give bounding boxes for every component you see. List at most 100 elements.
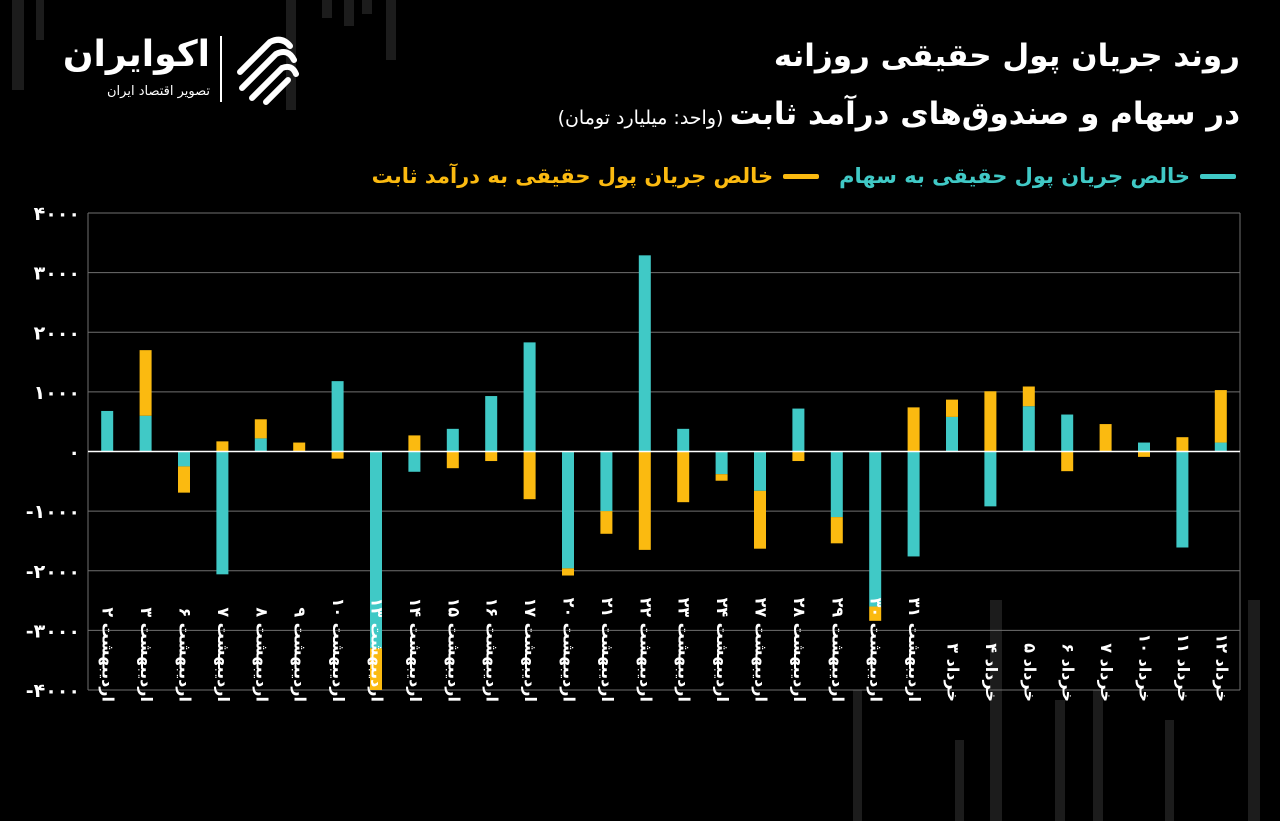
bar-stocks — [1022, 406, 1035, 452]
logo-tagline: تصویر اقتصاد ایران — [107, 84, 210, 99]
bar-fixed-income — [254, 419, 267, 439]
bar-stocks — [1138, 442, 1150, 452]
bar-fixed-income — [523, 451, 536, 500]
y-tick-label: ۲۰۰۰ — [34, 322, 80, 344]
legend: خالص جریان پول حقیقی به سهام خالص جریان … — [372, 164, 1236, 188]
bar-fixed-income — [677, 451, 690, 503]
bar-stocks — [754, 451, 766, 491]
x-tick-label: اردیبهشت ۹ — [291, 607, 310, 702]
x-tick-label: خرداد ۱۱ — [1174, 634, 1193, 703]
bar-fixed-income — [216, 441, 229, 452]
x-tick-label: اردیبهشت ۸ — [252, 607, 271, 702]
y-tick-label: ۴۰۰۰ — [34, 203, 80, 225]
x-tick-label: اردیبهشت ۳۰ — [867, 598, 886, 702]
bar-fixed-income — [562, 568, 574, 576]
bar-fixed-income — [946, 399, 958, 417]
y-tick-label: ۰ — [68, 442, 80, 464]
x-tick-label: اردیبهشت ۱۶ — [483, 598, 502, 702]
bar-fixed-income — [408, 435, 421, 452]
y-tick-label: -۴۰۰۰ — [26, 680, 80, 702]
x-tick-label: خرداد ۵ — [1020, 643, 1039, 702]
chart-subtitle-main: در سهام و صندوق‌های درآمد ثابت — [729, 96, 1240, 132]
y-axis-ticks: ۴۰۰۰ ۳۰۰۰ ۲۰۰۰ ۱۰۰۰ ۰ -۱۰۰۰ -۲۰۰۰ -۳۰۰۰ -۴۰۰۰ — [26, 203, 80, 702]
bar-fixed-income — [1061, 451, 1074, 472]
bar-fixed-income — [792, 451, 805, 462]
bar-fixed-income — [907, 407, 920, 452]
bar-stocks — [830, 451, 843, 518]
bar-stocks — [1214, 442, 1227, 452]
bar-fixed-income — [754, 490, 766, 549]
y-tick-label: -۳۰۰۰ — [26, 620, 80, 642]
bar-stocks — [408, 451, 421, 472]
x-tick-label: اردیبهشت ۱۳ — [368, 598, 387, 702]
bar-stocks — [523, 342, 536, 452]
x-tick-label: اردیبهشت ۷ — [214, 607, 233, 702]
bar-fixed-income — [869, 606, 882, 621]
bar-fixed-income — [1022, 386, 1035, 407]
x-tick-label: اردیبهشت ۲۳ — [675, 598, 694, 702]
bar-stocks — [562, 451, 574, 569]
bar-stocks — [677, 428, 690, 452]
legend-swatch-stocks — [1200, 173, 1236, 179]
bar-fixed-income — [1138, 451, 1150, 457]
legend-swatch-fixed-income — [783, 173, 820, 179]
bar-stocks — [1176, 451, 1189, 548]
legend-label-fixed-income: خالص جریان پول حقیقی به درآمد ثابت — [371, 164, 774, 188]
bar-stocks — [370, 451, 382, 649]
unit-label: (واحد: میلیارد تومان) — [557, 107, 724, 129]
logo-mark-icon — [237, 36, 299, 105]
bar-stocks — [139, 415, 152, 452]
x-tick-label: خرداد ۱۲ — [1212, 634, 1231, 703]
bar-fixed-income — [293, 442, 306, 452]
y-tick-label: -۲۰۰۰ — [26, 561, 80, 583]
chart-title: روند جریان پول حقیقی روزانه — [773, 38, 1240, 74]
bar-stocks — [792, 408, 805, 452]
x-tick-label: اردیبهشت ۲۱ — [598, 598, 617, 702]
bar-fixed-income — [1099, 424, 1112, 452]
x-tick-label: اردیبهشت ۲۴ — [713, 598, 732, 702]
bar-fixed-income — [600, 511, 613, 534]
logo-name: اکوایران — [62, 34, 210, 75]
x-tick-label: اردیبهشت ۱۰ — [329, 598, 348, 702]
bar-stocks — [178, 451, 190, 467]
bar-fixed-income — [446, 451, 459, 469]
y-tick-label: ۳۰۰۰ — [34, 263, 80, 285]
bar-fixed-income — [331, 451, 344, 459]
bar-stocks — [254, 438, 267, 452]
bar-fixed-income — [370, 648, 382, 690]
x-axis-ticks: اردیبهشت ۲ اردیبهشت ۳ اردیبهشت ۶ اردیبهشت ۷… — [99, 598, 1232, 702]
logo-divider — [220, 36, 222, 102]
bar-fixed-income — [139, 350, 152, 416]
x-tick-label: اردیبهشت ۱۷ — [521, 598, 540, 702]
x-tick-label: خرداد ۴ — [982, 643, 1001, 702]
bar-stocks — [946, 416, 958, 452]
bar-stocks — [446, 428, 459, 452]
bar-stocks — [485, 396, 498, 452]
y-tick-label: ۱۰۰۰ — [34, 382, 80, 404]
legend-label-stocks: خالص جریان پول حقیقی به سهام — [839, 164, 1190, 188]
x-tick-label: اردیبهشت ۲ — [99, 607, 118, 702]
x-tick-label: اردیبهشت ۱۵ — [444, 598, 463, 702]
x-tick-label: اردیبهشت ۱۴ — [406, 598, 425, 702]
bar-stocks — [600, 451, 613, 512]
bar-stocks — [331, 381, 344, 452]
x-tick-label: اردیبهشت ۲۸ — [790, 598, 809, 702]
bars — [101, 255, 1227, 690]
bar-stocks — [1061, 414, 1074, 452]
x-tick-label: اردیبهشت ۲۲ — [636, 598, 655, 702]
bar-fixed-income — [830, 517, 843, 544]
bar-fixed-income — [1176, 437, 1189, 452]
chart-subtitle: در سهام و صندوق‌های درآمد ثابت(واحد: میل… — [558, 96, 1240, 132]
x-tick-label: اردیبهشت ۳۱ — [905, 598, 924, 702]
x-tick-label: اردیبهشت ۲۹ — [828, 598, 847, 702]
x-tick-label: اردیبهشت ۳ — [137, 607, 156, 702]
bar-fixed-income — [485, 451, 498, 462]
x-tick-label: اردیبهشت ۲۷ — [752, 598, 771, 702]
bar-stocks — [984, 451, 997, 507]
x-tick-label: خرداد ۱۰ — [1136, 634, 1155, 703]
bar-stocks — [216, 451, 229, 575]
bar-fixed-income — [638, 451, 651, 550]
y-tick-label: -۱۰۰۰ — [26, 501, 80, 523]
